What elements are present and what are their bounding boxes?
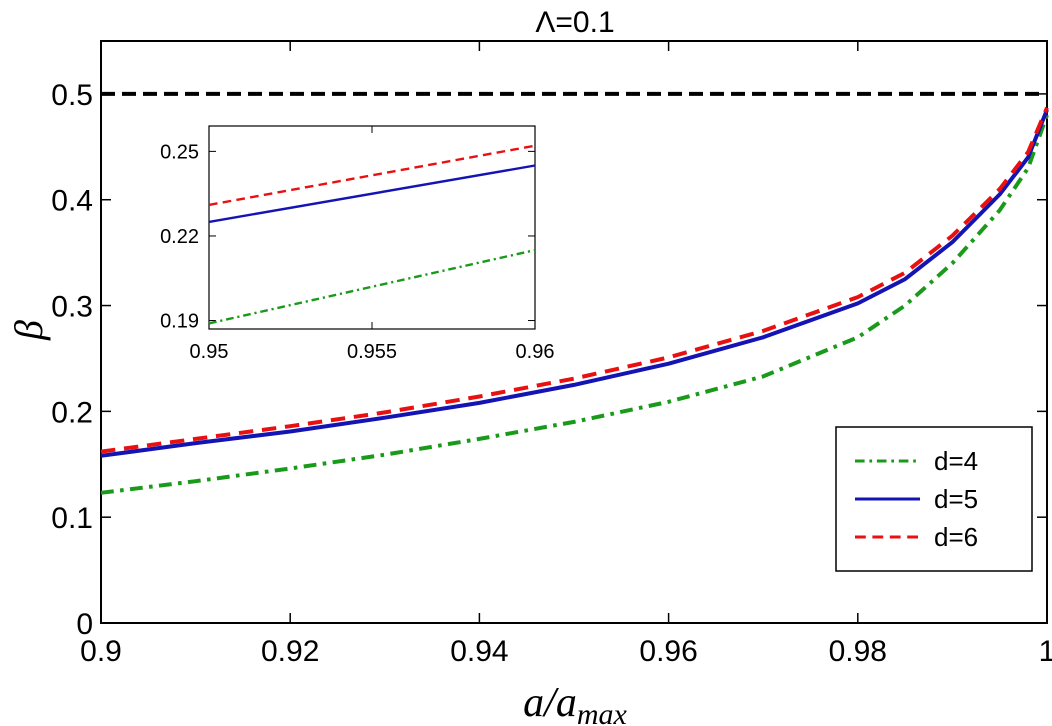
x-tick-label: 0.9 [80, 635, 122, 668]
y-axis-label: β [6, 320, 51, 341]
x-axis-label-main: a/a [523, 680, 577, 726]
inset-plot: 0.95 0.955 0.96 0.19 0.22 0.25 [160, 125, 554, 363]
legend-label-d=6: d=6 [934, 522, 978, 552]
inset-frame [208, 125, 536, 330]
legend: d=4 d=5 d=6 [835, 426, 1033, 572]
inset-x-tick-label: 0.95 [190, 341, 229, 363]
legend-label-d=4: d=4 [934, 446, 978, 476]
inset-y-tick-label: 0.19 [160, 311, 199, 333]
y-tick-label: 0.4 [51, 185, 93, 218]
series-line-d=4 [100, 114, 1049, 495]
inset-y-tick-label: 0.25 [160, 141, 199, 163]
main-plot-area: 0.9 0.92 0.94 0.96 0.98 1 0 0.1 0.2 0.3 0.4 0.5 [51, 40, 1052, 668]
x-tick-label: 1 [1039, 635, 1052, 668]
main-tick-labels: 0.9 0.92 0.94 0.96 0.98 1 0 0.1 0.2 0.3 0.4 0.5 [51, 79, 1052, 668]
inset-axis-ticks [208, 126, 536, 329]
x-axis-label-sub: max [577, 698, 628, 726]
series-line-d=5 [100, 109, 1049, 458]
inset-y-tick-label: 0.22 [160, 226, 199, 248]
inset-x-tick-label: 0.955 [347, 341, 397, 363]
plot-frame [100, 40, 1048, 624]
main-series [100, 106, 1049, 495]
x-tick-label: 0.94 [450, 635, 508, 668]
inset-series-line-d=5 [208, 164, 536, 224]
y-tick-label: 0.3 [51, 291, 93, 324]
inset-series-line-d=4 [208, 248, 536, 325]
x-tick-label: 0.98 [829, 635, 887, 668]
x-axis-label: a/amax [523, 680, 627, 726]
x-tick-label: 0.96 [639, 635, 697, 668]
inset-series [208, 144, 536, 325]
inset-x-tick-label: 0.96 [516, 341, 555, 363]
x-tick-label: 0.92 [261, 635, 319, 668]
y-tick-label: 0.1 [51, 502, 93, 535]
legend-label-d=5: d=5 [934, 484, 978, 514]
y-tick-label: 0 [76, 608, 93, 641]
main-axis-ticks [100, 41, 1048, 624]
chart-title: Λ=0.1 [535, 6, 614, 39]
inset-tick-labels: 0.95 0.955 0.96 0.19 0.22 0.25 [160, 141, 554, 363]
y-tick-label: 0.5 [51, 79, 93, 112]
y-tick-label: 0.2 [51, 396, 93, 429]
